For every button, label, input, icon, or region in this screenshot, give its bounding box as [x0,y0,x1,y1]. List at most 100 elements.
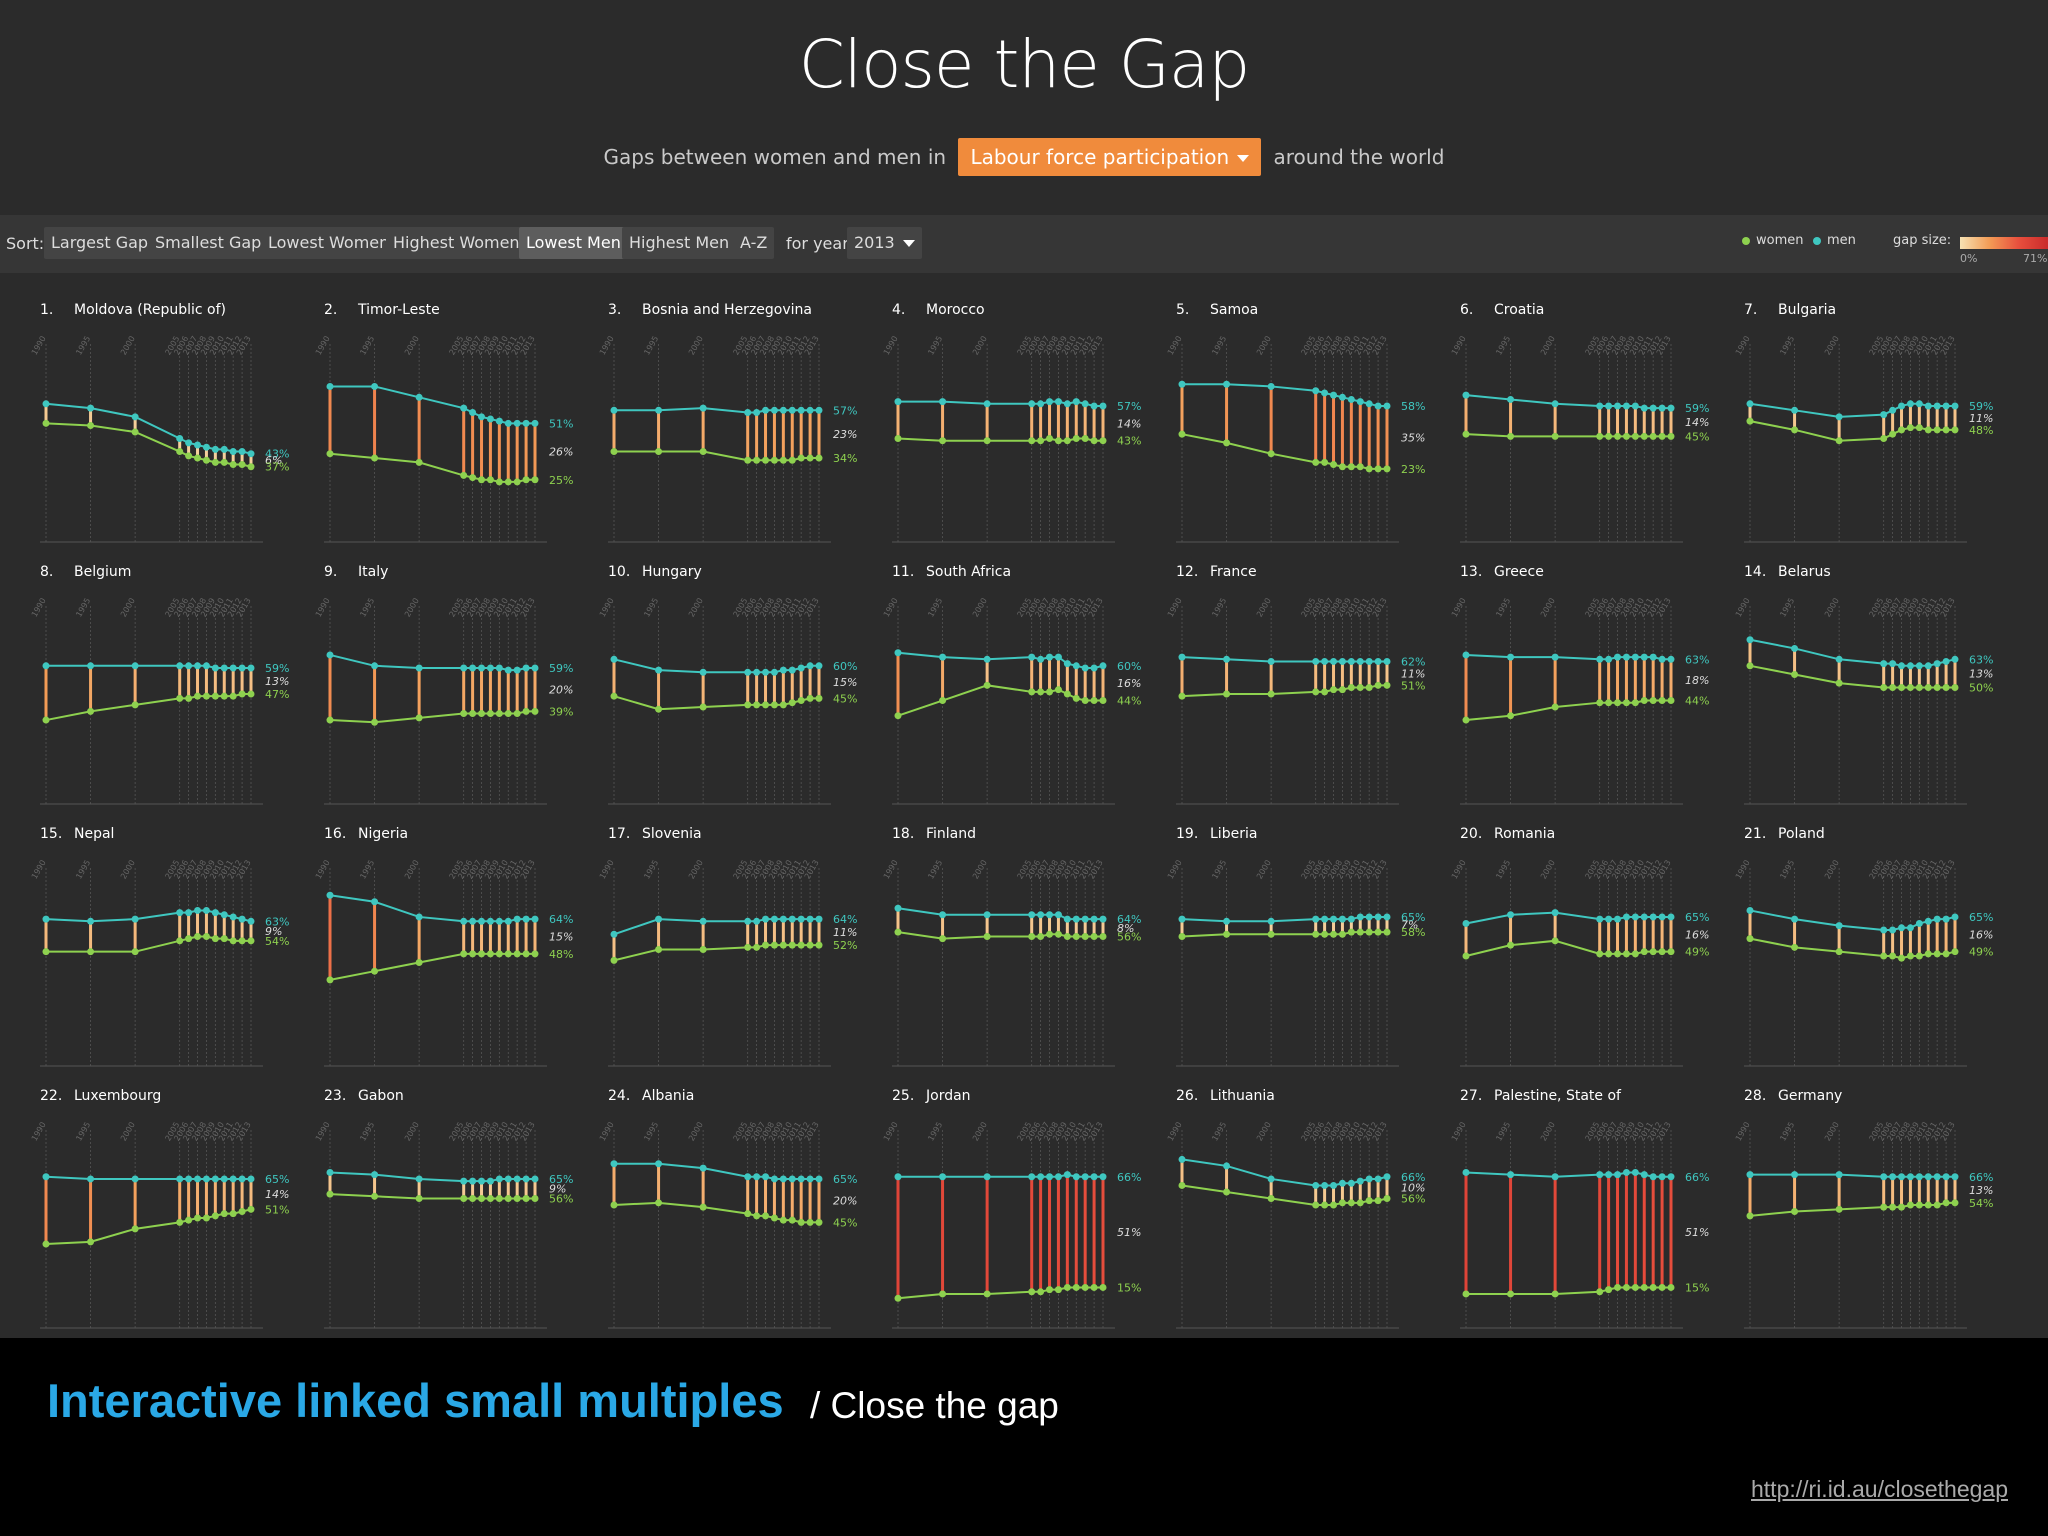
sort-largest-gap-button[interactable]: Largest Gap [44,227,156,259]
country-rank: 1. [40,302,53,318]
year-tick-label: 1995 [1778,597,1796,619]
women-point [326,716,334,724]
sort-lowest-men-button[interactable]: Lowest Men [519,227,628,259]
men-point [806,406,814,414]
men-point [1028,1173,1036,1181]
sort-highest-men-button[interactable]: Highest Men [622,227,737,259]
men-point [87,404,95,412]
men-point [1880,411,1888,419]
country-rank: 28. [1744,1088,1766,1104]
women-point [610,1201,618,1209]
year-tick-label: 1990 [30,335,48,357]
year-tick-label: 2000 [1255,597,1273,619]
sort-a-z-button[interactable]: A-Z [733,227,775,259]
sort-smallest-gap-button[interactable]: Smallest Gap [148,227,269,259]
women-point [460,1194,468,1202]
women-point [1631,1283,1639,1291]
women-series-line [614,450,819,462]
year-tick-label: 1990 [1166,335,1184,357]
men-point [1365,657,1373,665]
country-name: Greece [1494,564,1544,580]
women-point [1046,1286,1054,1294]
women-point [655,448,663,456]
women-point [788,456,796,464]
men-point [42,662,50,670]
men-point [779,406,787,414]
men-point [788,406,796,414]
men-value-label: 60% [1117,660,1141,673]
women-series-line [613,695,819,711]
women-point [1081,697,1089,705]
women-point [1046,435,1054,443]
gap-value-label: 13% [1969,1184,1993,1197]
men-series-line [329,894,535,923]
men-point [1081,1173,1089,1181]
women-point [699,703,707,711]
women-point [1267,450,1275,458]
women-point [1356,928,1364,936]
women-point [1596,432,1604,440]
men-point [486,1177,494,1185]
women-point [779,941,787,949]
sort-lowest-women-button[interactable]: Lowest Women [261,227,397,259]
men-point [1649,653,1657,661]
country-name: Samoa [1210,302,1258,318]
women-point [1915,952,1923,960]
women-point [202,456,210,464]
women-point [513,1194,521,1202]
footer-url-link[interactable]: http://ri.id.au/closethegap [1751,1476,2008,1502]
men-point [1924,662,1932,670]
men-point [655,666,663,674]
sort-highest-women-button[interactable]: Highest Women [386,227,527,259]
men-value-label: 65% [1401,911,1425,924]
men-point [513,915,521,923]
women-point [1880,684,1888,691]
women-point [229,692,237,700]
men-point [797,406,805,414]
small-multiples-grid: 1. Moldova (Republic of)1990 1995 2000 20052… [30,302,1993,1329]
men-point [983,1173,991,1181]
men-point [1356,913,1364,921]
women-point [1898,1203,1906,1211]
women-point [1649,948,1657,956]
men-series-line [1749,402,1955,418]
men-point [1906,924,1914,932]
women-series-line [46,935,251,953]
women-point [1746,1212,1754,1220]
women-point [522,707,530,715]
women-point [238,461,246,469]
indicator-dropdown[interactable]: Labour force participation [958,138,1262,176]
men-point [1942,1173,1950,1181]
women-point [42,419,50,427]
gap-value-label: 11% [833,926,857,939]
year-tick-label: 1995 [1494,335,1512,357]
men-series-line [329,1171,535,1183]
country-rank: 4. [892,302,905,318]
women-point [1099,697,1107,705]
women-point [1640,432,1648,440]
women-point [176,448,184,456]
women-point [478,950,486,958]
year-select[interactable]: 2013 [847,227,922,259]
men-point [1383,913,1391,921]
women-point [504,478,512,486]
men-point [531,1175,539,1183]
year-tick-label: 1995 [1210,597,1228,619]
country-rank: 18. [892,826,914,842]
women-point [797,697,805,705]
year-tick-label: 1990 [1734,1121,1752,1143]
women-point [1037,688,1045,696]
men-value-label: 59% [265,662,289,675]
country-panel: 1. Moldova (Republic of)1990 1995 2000 20052… [30,302,289,543]
men-point [229,1175,237,1183]
women-point [415,714,423,722]
women-point [522,1194,530,1202]
men-point [220,664,228,672]
men-point [1667,655,1675,663]
men-series-line [330,385,535,425]
men-point [1640,653,1648,661]
men-point [1880,1173,1888,1181]
men-series-line [1750,1173,1955,1178]
